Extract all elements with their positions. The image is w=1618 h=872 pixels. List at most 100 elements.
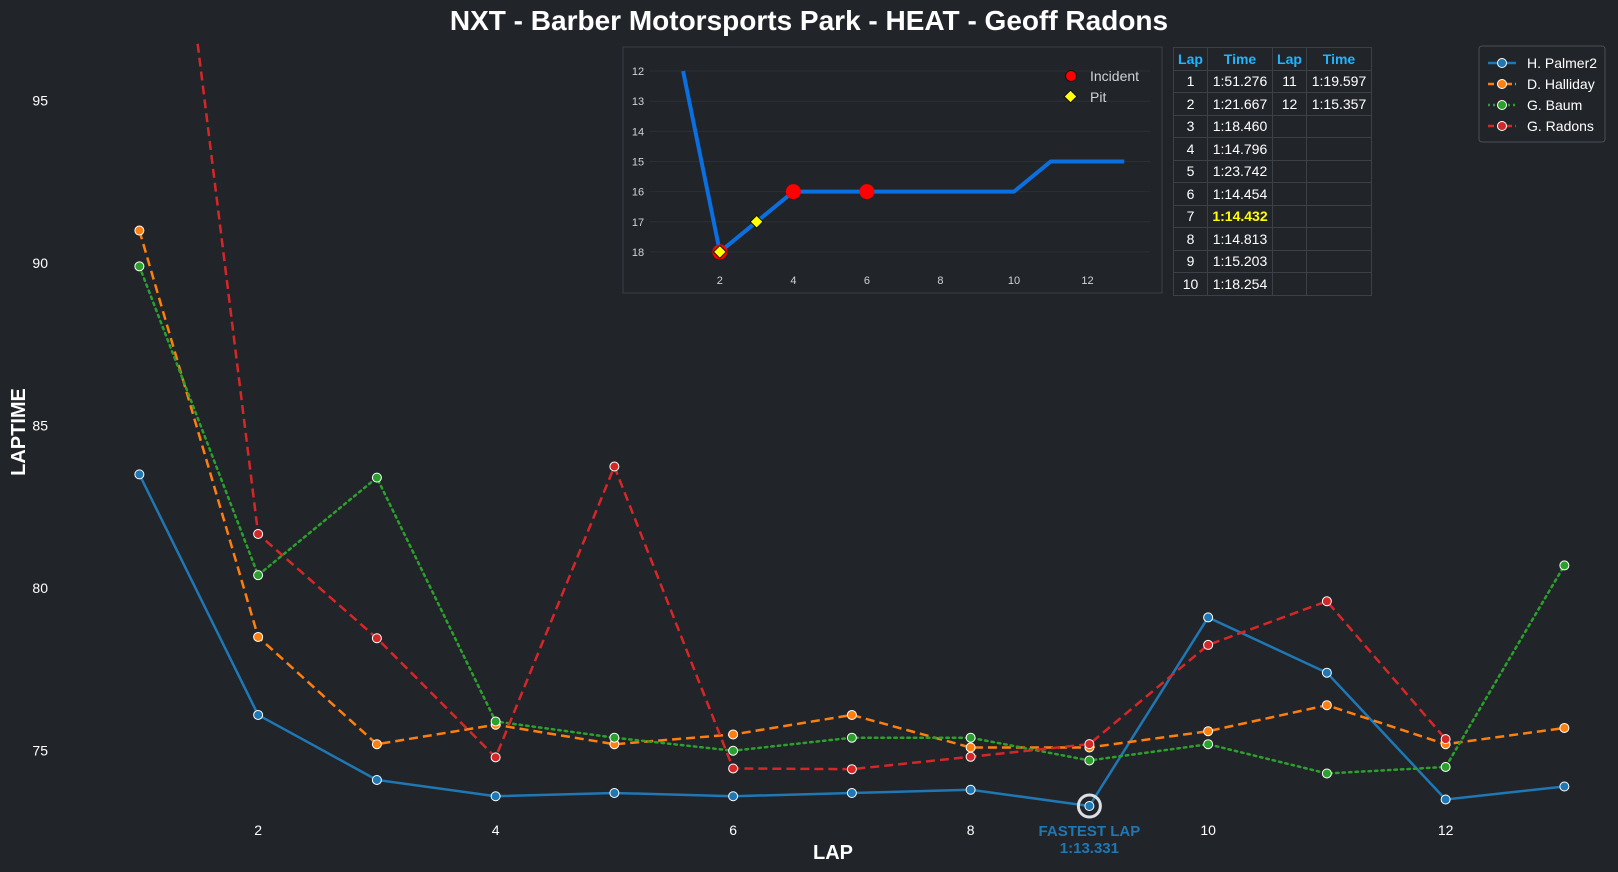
x-tick-label: 10 xyxy=(1200,822,1216,838)
legend-label: H. Palmer2 xyxy=(1527,55,1597,71)
header-lap: Lap xyxy=(1272,47,1307,71)
data-point xyxy=(728,745,739,756)
x-tick-label: 8 xyxy=(967,822,975,838)
inset-y-tick-label: 16 xyxy=(632,187,644,199)
legend-marker-icon xyxy=(1497,58,1507,68)
inset-y-tick-label: 15 xyxy=(632,156,644,168)
header-time: Time xyxy=(1306,47,1372,71)
series-h-palmer2 xyxy=(134,469,1570,811)
pit-legend-label: Pit xyxy=(1090,89,1106,105)
data-point xyxy=(1559,560,1570,571)
lap-cell: 12 xyxy=(1272,92,1307,116)
y-axis-label: LAPTIME xyxy=(8,388,30,476)
data-point xyxy=(371,739,382,750)
data-point xyxy=(846,709,857,720)
lap-times-table: Lap Time Lap Time 1 1:51.276 11 1:19.597 2 1:… xyxy=(1173,47,1372,296)
table-row: 9 1:15.203 xyxy=(1173,249,1372,273)
incident-marker xyxy=(785,184,801,200)
inset-y-tick-label: 18 xyxy=(632,247,644,259)
data-point xyxy=(134,225,145,236)
time-cell: 1:51.276 xyxy=(1207,69,1273,93)
series-g-baum xyxy=(134,261,1570,779)
time-cell: 1:15.357 xyxy=(1306,92,1372,116)
data-point xyxy=(134,261,145,272)
time-cell xyxy=(1306,159,1372,183)
data-point xyxy=(846,764,857,775)
data-point xyxy=(728,729,739,740)
data-point xyxy=(371,633,382,644)
inset-x-ticks: 2 4 6 8 10 12 xyxy=(717,275,1094,287)
inset-x-tick-label: 4 xyxy=(790,275,796,287)
legend: H. Palmer2 D. Halliday G. Baum G. Radons xyxy=(1478,45,1606,143)
table-row: 8 1:14.813 xyxy=(1173,227,1372,251)
data-point xyxy=(1559,722,1570,733)
data-point xyxy=(965,742,976,753)
legend-frame xyxy=(1478,45,1606,143)
lap-cell xyxy=(1272,249,1307,273)
y-tick-label: 90 xyxy=(32,255,48,271)
pit-legend-icon xyxy=(1063,89,1078,104)
series-layer xyxy=(134,42,1570,811)
inset-x-tick-label: 8 xyxy=(937,275,943,287)
data-point xyxy=(1321,700,1332,711)
data-point xyxy=(134,469,145,480)
time-cell: 1:19.597 xyxy=(1306,69,1372,93)
chart-title: NXT - Barber Motorsports Park - HEAT - G… xyxy=(450,5,1168,36)
x-tick-label: 4 xyxy=(492,822,500,838)
x-axis-ticks: 2 4 6 8 10 12 xyxy=(254,822,1453,838)
lap-cell: 10 xyxy=(1173,272,1208,296)
y-tick-label: 80 xyxy=(32,580,48,596)
lap-cell: 7 xyxy=(1173,204,1208,228)
time-cell: 1:15.203 xyxy=(1207,249,1273,273)
data-point xyxy=(490,752,501,763)
data-point xyxy=(1084,739,1095,750)
y-axis-ticks: 75 80 85 90 95 xyxy=(32,93,48,759)
fastest-lap-label: FASTEST LAP xyxy=(1039,823,1141,840)
time-cell xyxy=(1306,204,1372,228)
lap-cell: 1 xyxy=(1173,69,1208,93)
legend-item: G. Baum xyxy=(1488,97,1582,113)
inset-legend: Incident Pit xyxy=(1063,68,1139,105)
y-tick-label: 95 xyxy=(32,93,48,109)
data-point xyxy=(1440,794,1451,805)
incident-legend-label: Incident xyxy=(1090,68,1139,84)
series-d-halliday xyxy=(134,225,1570,753)
data-point xyxy=(253,570,264,581)
lap-cell xyxy=(1272,137,1307,161)
data-point xyxy=(1203,726,1214,737)
lap-cell xyxy=(1272,159,1307,183)
data-point xyxy=(846,787,857,798)
lap-cell: 6 xyxy=(1173,182,1208,206)
time-cell: 1:18.460 xyxy=(1207,114,1273,138)
time-cell xyxy=(1306,272,1372,296)
data-point xyxy=(609,787,620,798)
time-cell: 1:18.254 xyxy=(1207,272,1273,296)
series-line xyxy=(138,473,1565,808)
time-cell: 1:14.454 xyxy=(1207,182,1273,206)
legend-item: H. Palmer2 xyxy=(1488,55,1597,71)
lap-cell xyxy=(1272,204,1307,228)
time-cell: 1:23.742 xyxy=(1207,159,1273,183)
legend-marker-icon xyxy=(1497,121,1507,131)
data-point xyxy=(1203,639,1214,650)
fastest-lap-time: 1:13.331 xyxy=(1060,840,1119,857)
table-row: 5 1:23.742 xyxy=(1173,159,1372,183)
time-cell xyxy=(1306,114,1372,138)
data-point xyxy=(1559,781,1570,792)
time-cell: 1:21.667 xyxy=(1207,92,1273,116)
data-point xyxy=(1321,768,1332,779)
data-point xyxy=(371,774,382,785)
incident-legend-icon xyxy=(1065,70,1077,82)
data-point xyxy=(1440,734,1451,745)
legend-marker-icon xyxy=(1497,79,1507,89)
data-point xyxy=(1440,761,1451,772)
data-point xyxy=(609,732,620,743)
legend-label: G. Radons xyxy=(1527,118,1594,134)
inset-y-ticks: 12 13 14 15 16 17 18 xyxy=(632,66,644,259)
data-point xyxy=(965,784,976,795)
series-line xyxy=(196,42,1447,771)
data-point xyxy=(490,716,501,727)
data-point xyxy=(1203,739,1214,750)
y-tick-label: 75 xyxy=(32,743,48,759)
